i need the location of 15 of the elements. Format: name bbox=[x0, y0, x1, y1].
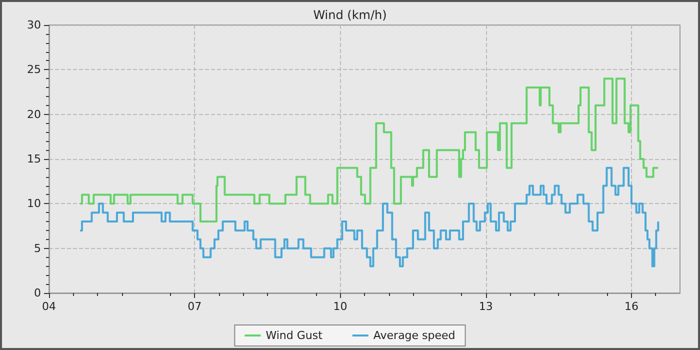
y-tick-label: 15 bbox=[27, 152, 41, 166]
x-tick-label: 16 bbox=[624, 300, 638, 313]
chart-title: Wind (km/h) bbox=[313, 8, 387, 22]
y-tick-label: 30 bbox=[27, 18, 41, 32]
y-tick-label: 0 bbox=[34, 286, 41, 300]
x-tick-label: 13 bbox=[478, 300, 493, 313]
y-tick-label: 25 bbox=[27, 63, 41, 76]
legend-label: Average speed bbox=[373, 329, 456, 342]
legend-label: Wind Gust bbox=[266, 329, 324, 342]
x-tick-label: 07 bbox=[188, 300, 202, 313]
y-tick-label: 5 bbox=[34, 242, 41, 255]
x-tick-label: 10 bbox=[333, 300, 348, 313]
x-tick-label: 04 bbox=[42, 300, 56, 313]
y-tick-label: 20 bbox=[27, 108, 41, 121]
y-tick-label: 10 bbox=[27, 197, 41, 210]
